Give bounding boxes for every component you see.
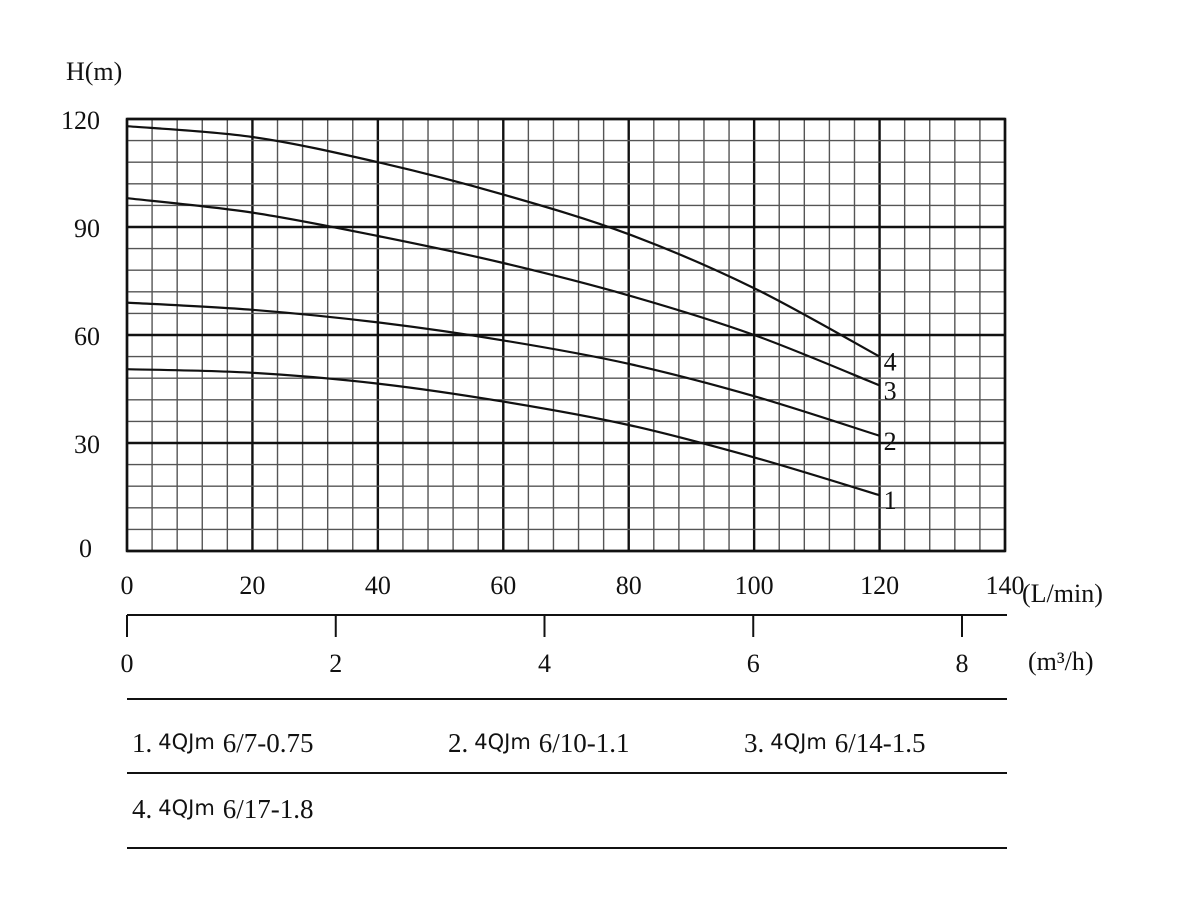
y-axis-label: H(m) xyxy=(66,57,122,86)
y-tick-label: 30 xyxy=(74,430,100,459)
legend-model: 4QJm xyxy=(158,796,215,820)
grid xyxy=(125,117,1007,553)
axis-ticks: 0 20 40 60 80 100 120 140 0 30 60 90 120 0 2 4 6 8 xyxy=(61,106,1025,678)
legend-model: 4QJm xyxy=(770,730,827,754)
x2-tick-label: 2 xyxy=(329,649,342,678)
y-tick-label: 120 xyxy=(61,106,100,135)
x-tick-label: 120 xyxy=(860,571,899,600)
legend-spec: 6/14-1.5 xyxy=(835,728,926,758)
legend-spec: 6/10-1.1 xyxy=(539,728,630,758)
x2-tick-label: 0 xyxy=(121,649,134,678)
x2-tick-label: 4 xyxy=(538,649,551,678)
x-tick-label: 140 xyxy=(986,571,1025,600)
y-tick-label: 60 xyxy=(74,322,100,351)
legend-entry-3: 3. 4QJm 6/14-1.5 xyxy=(744,728,926,758)
x-tick-label: 80 xyxy=(616,571,642,600)
legend-model: 4QJm xyxy=(474,730,531,754)
x-tick-label: 100 xyxy=(735,571,774,600)
x-tick-label: 20 xyxy=(239,571,265,600)
legend: 1. 4QJm 6/7-0.75 2. 4QJm 6/10-1.1 3. 4QJm 6/14-1… xyxy=(127,698,1007,849)
y-tick-label: 0 xyxy=(79,534,92,563)
x2-tick-label: 8 xyxy=(956,649,969,678)
x2-tick-label: 6 xyxy=(747,649,760,678)
x-tick-label: 60 xyxy=(490,571,516,600)
x-tick-label: 0 xyxy=(121,571,134,600)
series-line-3 xyxy=(126,197,880,387)
legend-entry-1: 1. 4QJm 6/7-0.75 xyxy=(132,728,314,758)
legend-spec: 6/7-0.75 xyxy=(223,728,314,758)
series-label-1: 1 xyxy=(884,486,897,515)
series-label-3: 3 xyxy=(884,376,897,405)
series-line-4 xyxy=(126,125,881,358)
series-line-1 xyxy=(126,368,880,497)
y-tick-label: 90 xyxy=(74,214,100,243)
legend-number: 3. xyxy=(744,728,764,758)
legend-number: 2. xyxy=(448,728,468,758)
x2-axis-label: (m³/h) xyxy=(1028,647,1094,676)
curves: 1 2 34 xyxy=(126,125,897,515)
legend-entry-2: 2. 4QJm 6/10-1.1 xyxy=(448,728,630,758)
x-axis-label: (L/min) xyxy=(1022,579,1103,608)
legend-model: 4QJm xyxy=(158,730,215,754)
legend-spec: 6/17-1.8 xyxy=(223,794,314,824)
legend-entry-4: 4. 4QJm 6/17-1.8 xyxy=(132,794,314,824)
legend-number: 4. xyxy=(132,794,152,824)
series-label-4: 4 xyxy=(884,348,897,377)
x-tick-label: 40 xyxy=(365,571,391,600)
plot-frame xyxy=(125,117,1007,553)
series-label-2: 2 xyxy=(884,427,897,456)
series-line-2 xyxy=(126,301,880,437)
legend-number: 1. xyxy=(132,728,152,758)
